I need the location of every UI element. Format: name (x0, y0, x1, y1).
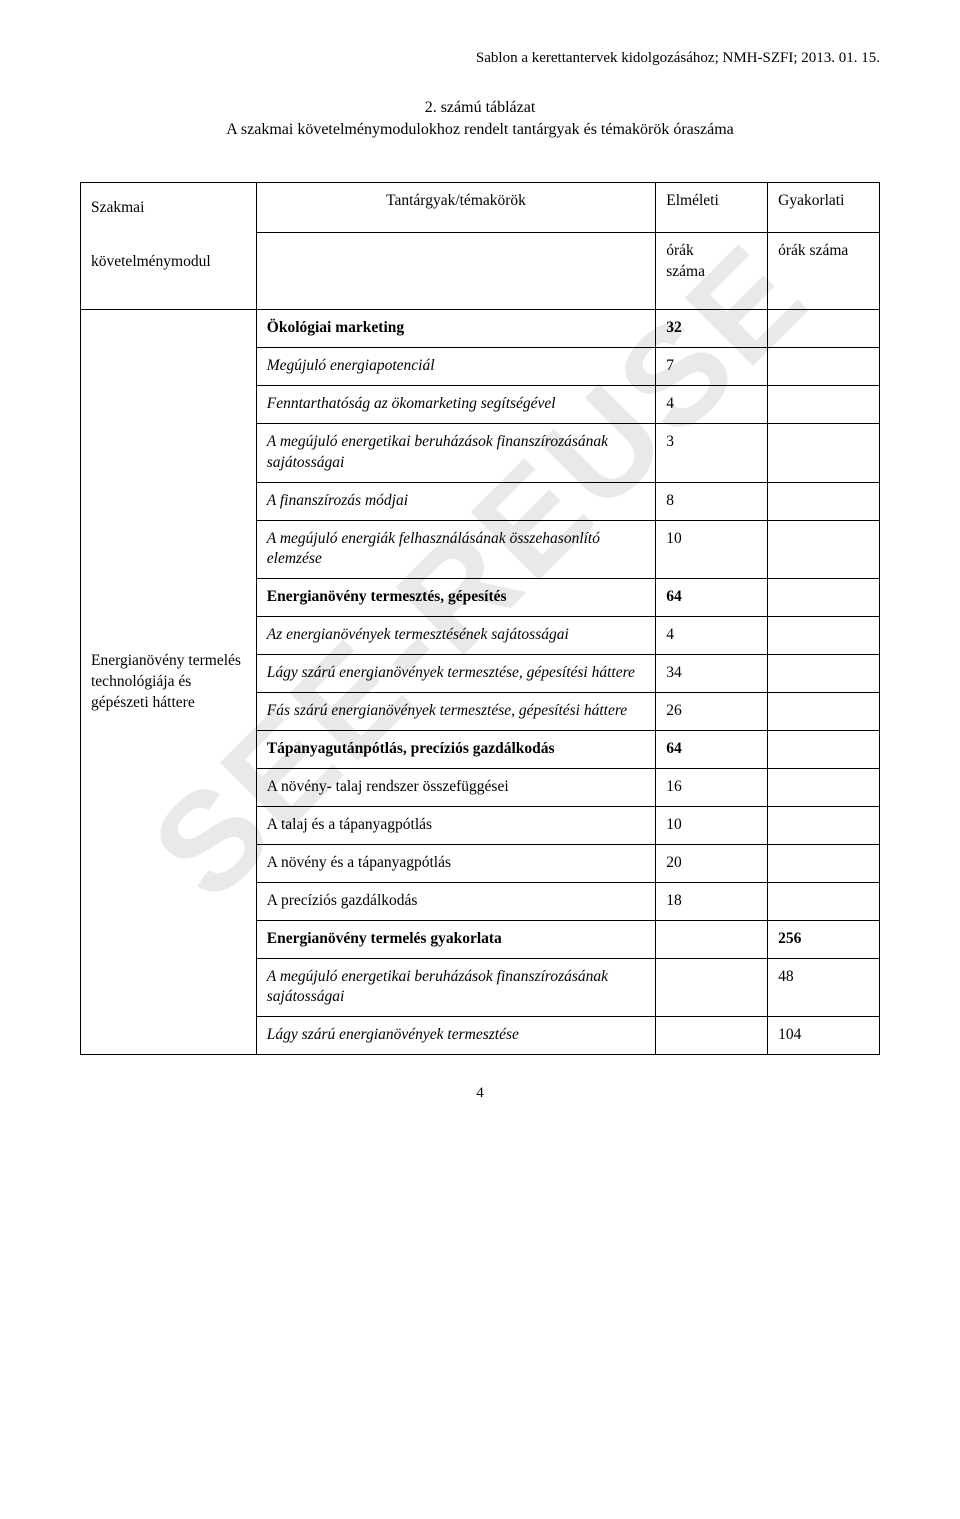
row-practice-hours (768, 882, 880, 920)
row-practice-hours (768, 482, 880, 520)
row-label: Energianövény termelés gyakorlata (256, 920, 656, 958)
row-practice-hours (768, 844, 880, 882)
row-theory-hours: 7 (656, 347, 768, 385)
module-cell: Energianövény termelés technológiája és … (81, 309, 257, 1054)
row-label: Az energianövények termesztésének sajáto… (256, 617, 656, 655)
page-number: 4 (80, 1085, 880, 1102)
row-practice-hours (768, 693, 880, 731)
row-theory-hours: 8 (656, 482, 768, 520)
page-content: Sablon a kerettantervek kidolgozásához; … (80, 50, 880, 1102)
row-practice-hours (768, 806, 880, 844)
title-line-2: A szakmai követelménymodulokhoz rendelt … (80, 119, 880, 141)
row-label: Tápanyagutánpótlás, precíziós gazdálkodá… (256, 731, 656, 769)
row-practice-hours: 256 (768, 920, 880, 958)
row-theory-hours (656, 1017, 768, 1055)
header-col2: Tantárgyak/témakörök (256, 182, 656, 232)
row-practice-hours (768, 579, 880, 617)
header-col4b: órák száma (768, 232, 880, 309)
table-row: Energianövény termelés technológiája és … (81, 309, 880, 347)
header-col4a: Gyakorlati (768, 182, 880, 232)
title-block: 2. számú táblázat A szakmai követelménym… (80, 97, 880, 142)
row-theory-hours: 18 (656, 882, 768, 920)
row-practice-hours: 104 (768, 1017, 880, 1055)
table-header-row-1: Szakmaikövetelménymodul Tantárgyak/témak… (81, 182, 880, 232)
main-table: Szakmaikövetelménymodul Tantárgyak/témak… (80, 182, 880, 1056)
row-label: A talaj és a tápanyagpótlás (256, 806, 656, 844)
header-col3b: órákszáma (656, 232, 768, 309)
row-label: Fás szárú energianövények termesztése, g… (256, 693, 656, 731)
row-theory-hours: 10 (656, 520, 768, 579)
row-practice-hours (768, 385, 880, 423)
row-label: A növény- talaj rendszer összefüggései (256, 768, 656, 806)
row-theory-hours (656, 958, 768, 1017)
header-col1: Szakmaikövetelménymodul (81, 182, 257, 309)
row-practice-hours (768, 309, 880, 347)
row-label: A precíziós gazdálkodás (256, 882, 656, 920)
row-practice-hours (768, 768, 880, 806)
header-col3a: Elméleti (656, 182, 768, 232)
row-label: Ökológiai marketing (256, 309, 656, 347)
row-label: Megújuló energiapotenciál (256, 347, 656, 385)
row-practice-hours (768, 423, 880, 482)
row-label: A finanszírozás módjai (256, 482, 656, 520)
row-theory-hours: 64 (656, 731, 768, 769)
row-theory-hours: 10 (656, 806, 768, 844)
row-theory-hours: 4 (656, 617, 768, 655)
row-practice-hours (768, 347, 880, 385)
row-theory-hours: 64 (656, 579, 768, 617)
row-label: Lágy szárú energianövények termesztése, … (256, 655, 656, 693)
row-practice-hours (768, 655, 880, 693)
row-theory-hours: 32 (656, 309, 768, 347)
row-label: Energianövény termesztés, gépesítés (256, 579, 656, 617)
row-theory-hours: 20 (656, 844, 768, 882)
document-header: Sablon a kerettantervek kidolgozásához; … (80, 50, 880, 67)
row-practice-hours: 48 (768, 958, 880, 1017)
header-col2b (256, 232, 656, 309)
row-practice-hours (768, 617, 880, 655)
title-line-1: 2. számú táblázat (80, 97, 880, 119)
row-label: A megújuló energiák felhasználásának öss… (256, 520, 656, 579)
row-label: A megújuló energetikai beruházások finan… (256, 958, 656, 1017)
row-label: Fenntarthatóság az ökomarketing segítség… (256, 385, 656, 423)
row-theory-hours: 16 (656, 768, 768, 806)
row-label: A növény és a tápanyagpótlás (256, 844, 656, 882)
row-theory-hours: 26 (656, 693, 768, 731)
row-label: A megújuló energetikai beruházások finan… (256, 423, 656, 482)
row-theory-hours: 3 (656, 423, 768, 482)
row-theory-hours: 34 (656, 655, 768, 693)
row-label: Lágy szárú energianövények termesztése (256, 1017, 656, 1055)
row-practice-hours (768, 731, 880, 769)
row-theory-hours: 4 (656, 385, 768, 423)
row-theory-hours (656, 920, 768, 958)
row-practice-hours (768, 520, 880, 579)
